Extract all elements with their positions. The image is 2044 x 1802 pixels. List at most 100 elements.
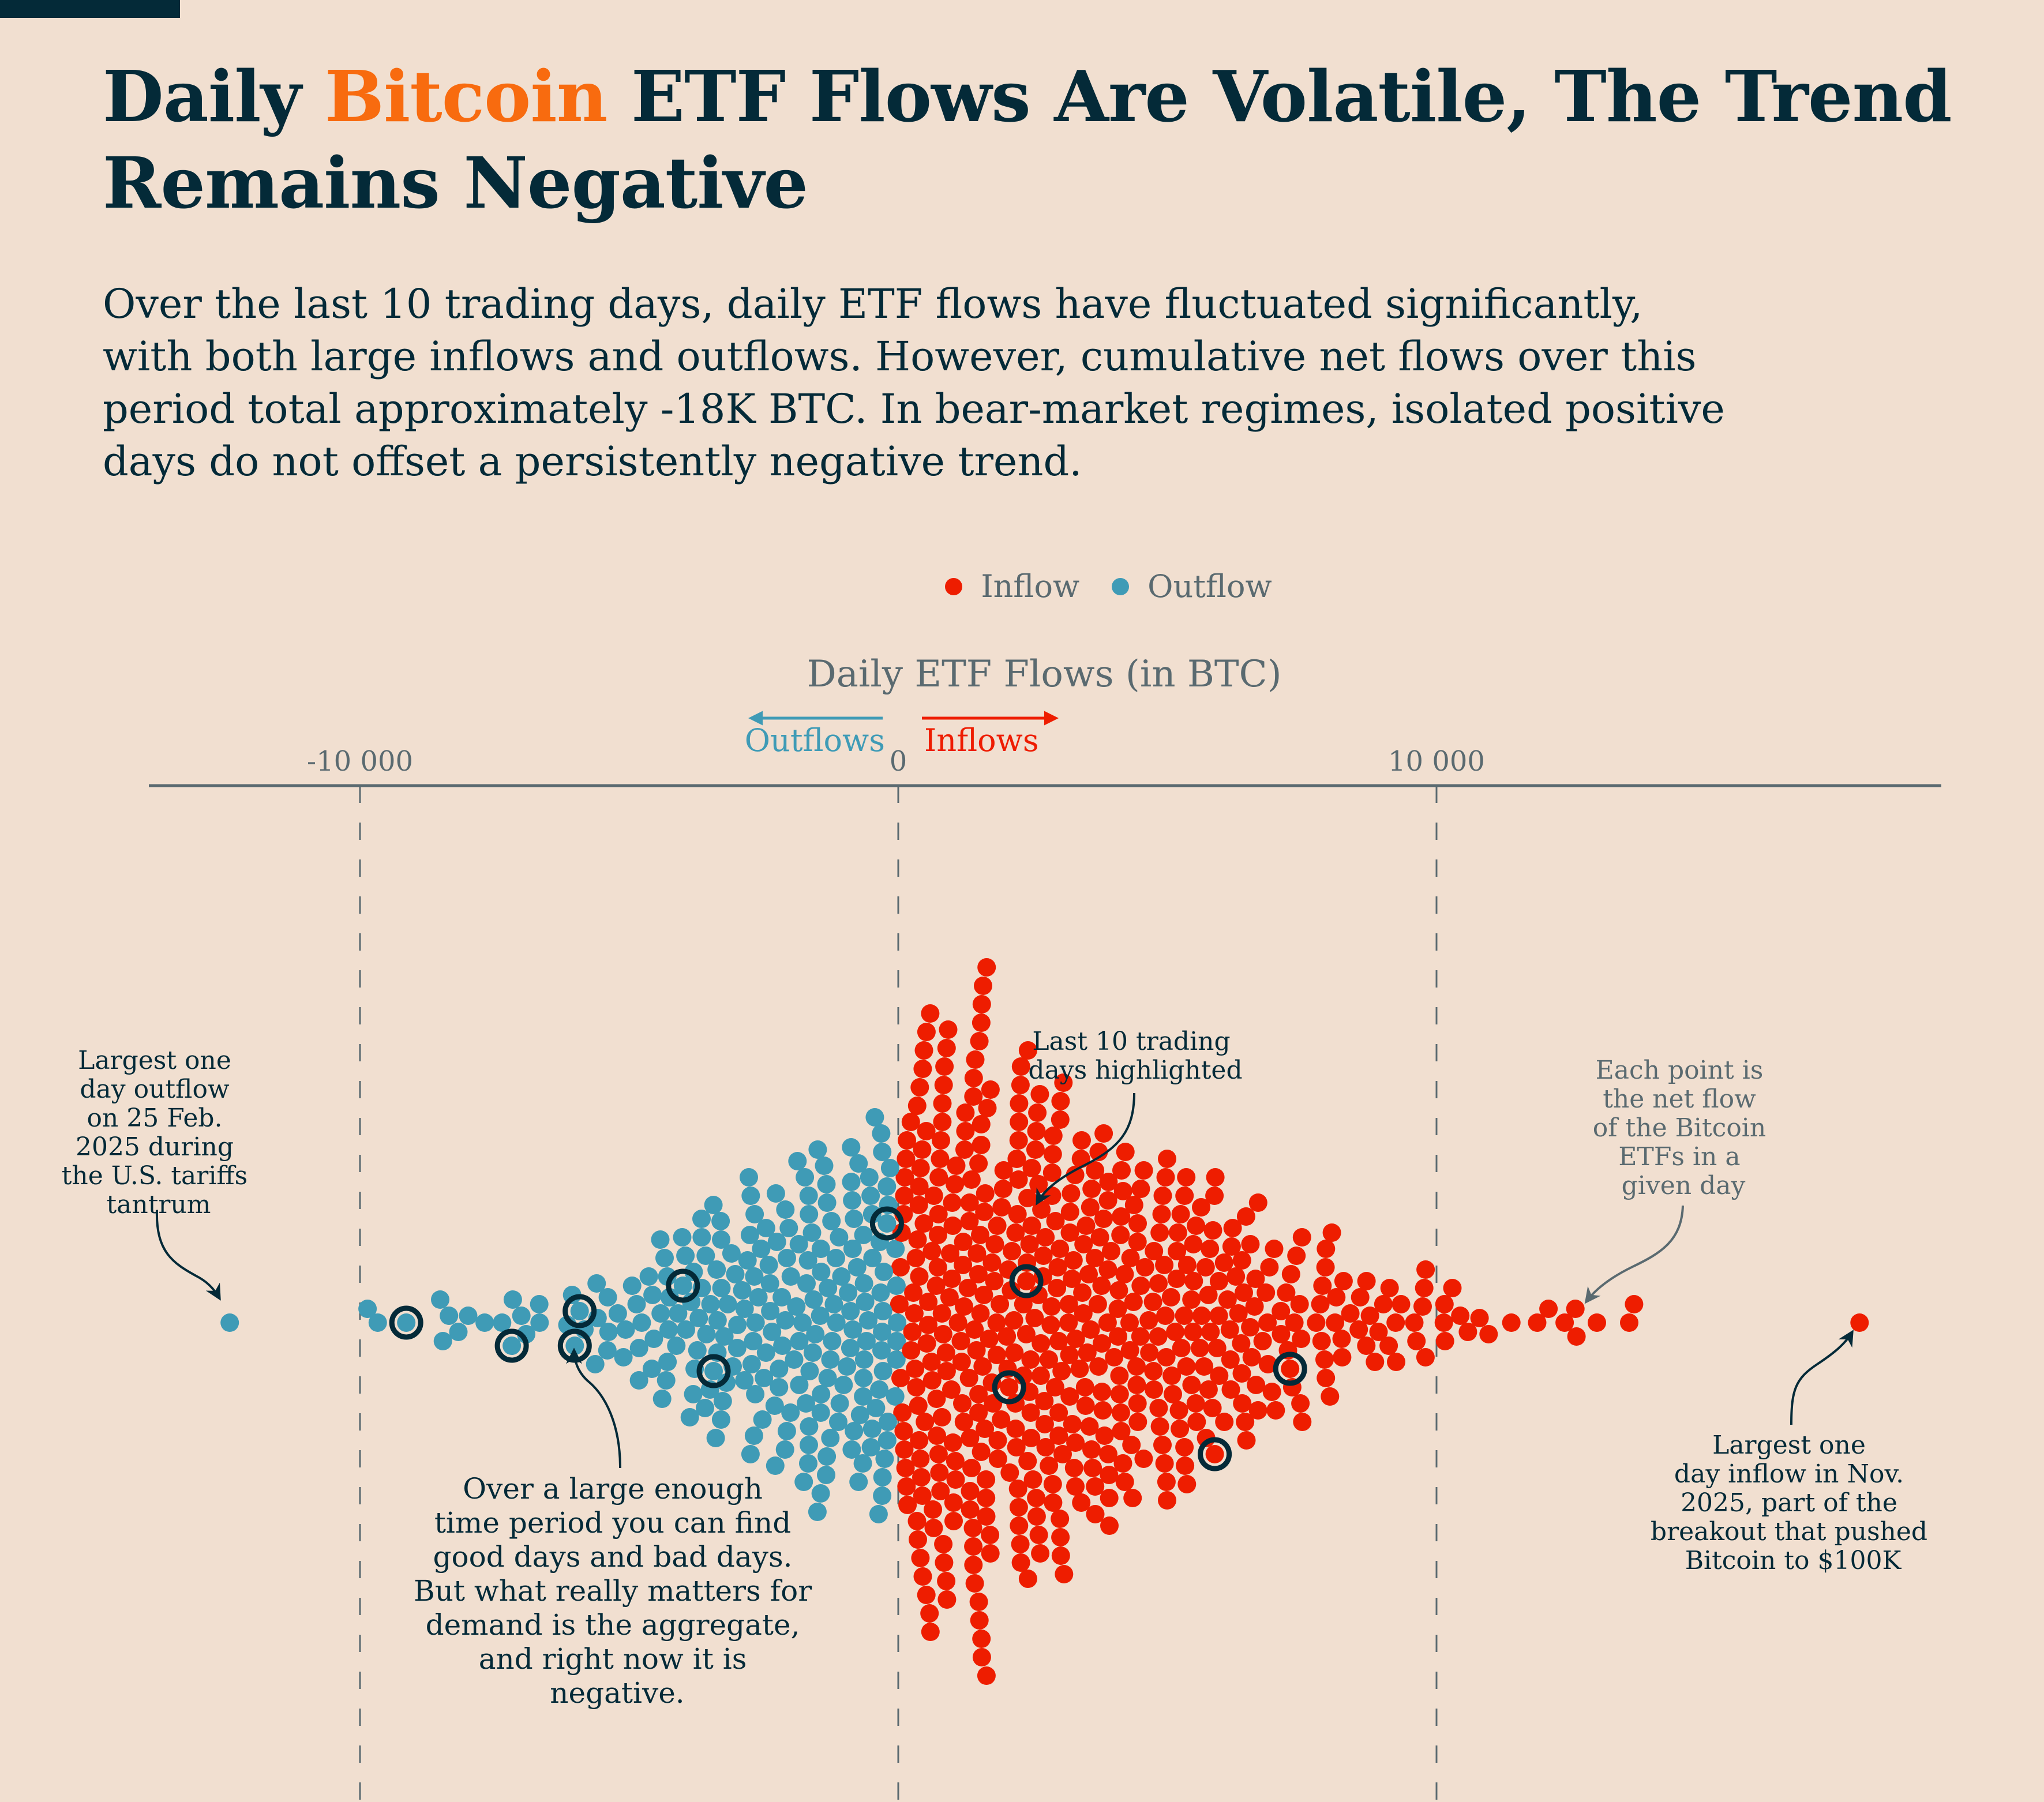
outflow-point <box>629 1371 648 1390</box>
inflow-point <box>970 1611 989 1630</box>
outflow-point <box>766 1184 785 1203</box>
inflow-point <box>1060 1346 1079 1364</box>
inflow-point <box>1555 1313 1574 1332</box>
outflow-point <box>794 1473 813 1491</box>
inflow-point <box>891 1369 910 1387</box>
inflow-point <box>895 1187 914 1205</box>
outflow-point <box>888 1313 907 1332</box>
inflow-point <box>937 1039 956 1057</box>
inflow-point <box>1066 1433 1085 1452</box>
inflow-point <box>895 1168 914 1187</box>
inflow-point <box>933 1113 952 1131</box>
outflow-point <box>832 1267 851 1286</box>
inflow-point <box>1120 1341 1139 1360</box>
annotation-arrow-icon <box>1790 1330 1854 1425</box>
outflow-point <box>711 1212 730 1230</box>
outflow-point <box>530 1295 549 1313</box>
inflow-point <box>1233 1394 1252 1413</box>
inflow-point <box>973 1357 992 1376</box>
inflow-point <box>1022 1159 1041 1177</box>
outflow-point <box>726 1265 745 1283</box>
inflow-point <box>1073 1283 1092 1302</box>
outflow-point <box>811 1403 830 1422</box>
inflow-point <box>1014 1366 1033 1385</box>
inflow-point <box>1075 1378 1094 1396</box>
inflow-point <box>977 1470 996 1489</box>
annotation-largest-outflow: Largest one day outflow on 25 Feb. 2025 … <box>62 1046 247 1301</box>
inflow-point <box>1111 1226 1130 1244</box>
inflow-point <box>946 1470 965 1489</box>
inflow-point <box>1203 1221 1222 1240</box>
outflow-point <box>800 1436 818 1454</box>
inflow-point <box>1124 1196 1143 1214</box>
highlight-ring <box>562 1294 597 1328</box>
inflow-point <box>907 1512 927 1530</box>
outflow-point <box>817 1466 835 1484</box>
inflow-point <box>907 1097 927 1115</box>
outflow-point <box>841 1339 860 1357</box>
inflow-point <box>1357 1272 1376 1290</box>
inflow-point <box>1128 1394 1147 1413</box>
outflow-point <box>735 1371 754 1390</box>
outflow-point <box>713 1392 732 1410</box>
outflow-point <box>789 1235 808 1253</box>
inflow-point <box>1060 1223 1079 1242</box>
outflow-point <box>660 1288 679 1307</box>
outflow-point <box>849 1154 868 1173</box>
inflow-point <box>948 1313 967 1332</box>
outflow-point <box>879 1413 897 1431</box>
inflow-point <box>1206 1168 1225 1187</box>
inflow-point <box>1055 1565 1074 1583</box>
outflow-point <box>753 1410 772 1429</box>
inflow-point <box>1008 1480 1027 1498</box>
outflow-point <box>877 1214 897 1233</box>
outflow-point <box>867 1399 886 1417</box>
inflow-point <box>981 1544 1000 1563</box>
inflow-point <box>911 1159 930 1177</box>
inflow-point <box>1327 1288 1346 1307</box>
inflow-point <box>1094 1124 1113 1143</box>
outflow-point <box>598 1288 617 1307</box>
inflow-point <box>1112 1161 1131 1180</box>
outflow-point <box>838 1357 857 1376</box>
outflow-point <box>642 1360 661 1378</box>
outflow-point <box>843 1240 862 1258</box>
annotation-arrow-icon <box>566 1347 621 1469</box>
inflow-point <box>1135 1258 1154 1277</box>
inflow-point <box>928 1426 946 1445</box>
inflow-point <box>1093 1401 1112 1420</box>
inflow-point <box>934 1535 953 1553</box>
brand-bar <box>0 0 180 18</box>
inflow-point <box>1201 1240 1220 1258</box>
inflow-point <box>1134 1161 1153 1180</box>
inflow-point <box>929 1168 948 1187</box>
outflow-point <box>779 1219 798 1237</box>
inflow-point <box>910 1267 929 1286</box>
inflow-point <box>1051 1510 1070 1528</box>
outflow-point <box>827 1313 846 1332</box>
inflow-point <box>1051 1240 1070 1258</box>
inflow-point <box>1036 1228 1055 1247</box>
inflow-point <box>1011 1553 1030 1572</box>
inflow-point <box>1260 1258 1279 1277</box>
outflow-point <box>861 1438 880 1456</box>
inflow-point <box>1005 1343 1024 1362</box>
outflow-point <box>689 1309 708 1327</box>
outflow-point <box>781 1403 800 1422</box>
inflow-point <box>1026 1140 1045 1159</box>
outflow-point <box>692 1210 711 1228</box>
inflow-point <box>1036 1438 1055 1456</box>
inflow-point <box>954 1413 973 1431</box>
inflow-point <box>944 1493 963 1512</box>
inflow-point <box>1149 1327 1168 1346</box>
outflow-point <box>773 1337 792 1355</box>
outflow-point <box>873 1486 892 1505</box>
inflow-point <box>966 1050 985 1069</box>
outflow-point <box>887 1350 906 1369</box>
inflow-point <box>1011 1076 1030 1094</box>
outflow-point <box>697 1325 716 1343</box>
inflow-point <box>1099 1445 1117 1463</box>
outflow-point <box>728 1316 747 1334</box>
inflow-point <box>930 1463 949 1482</box>
outflow-point <box>869 1505 888 1523</box>
